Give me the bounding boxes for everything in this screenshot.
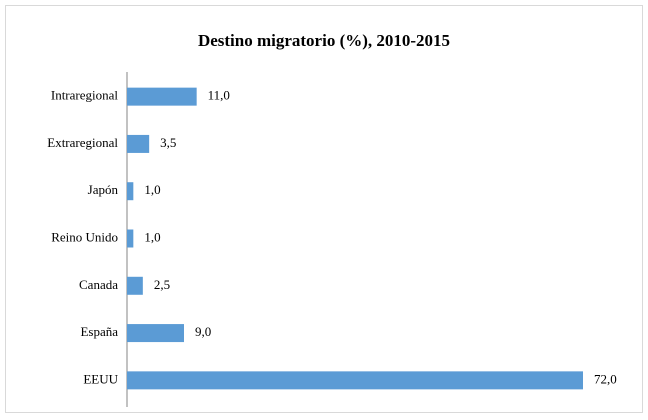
data-label: 9,0 [195, 324, 211, 339]
y-tick-label: Extraregional [47, 135, 118, 150]
data-label: 72,0 [594, 371, 617, 386]
data-label: 3,5 [160, 135, 176, 150]
y-tick-label: Intraregional [51, 88, 119, 103]
bar [127, 324, 184, 343]
y-tick-label: Reino Unido [51, 229, 118, 244]
bar [127, 182, 134, 201]
bar [127, 276, 143, 295]
chart-title: Destino migratorio (%), 2010-2015 [198, 31, 450, 50]
bar [127, 229, 134, 248]
chart-border [5, 5, 643, 413]
data-label: 2,5 [154, 277, 170, 292]
bar [127, 134, 150, 153]
y-tick-label: EEUU [83, 371, 118, 386]
bar [127, 371, 583, 390]
bar [127, 87, 197, 106]
data-label: 1,0 [144, 182, 160, 197]
y-tick-label: Canada [79, 277, 118, 292]
data-label: 11,0 [208, 88, 230, 103]
y-tick-label: Japón [88, 182, 119, 197]
data-label: 1,0 [144, 229, 160, 244]
y-tick-label: España [80, 324, 118, 339]
